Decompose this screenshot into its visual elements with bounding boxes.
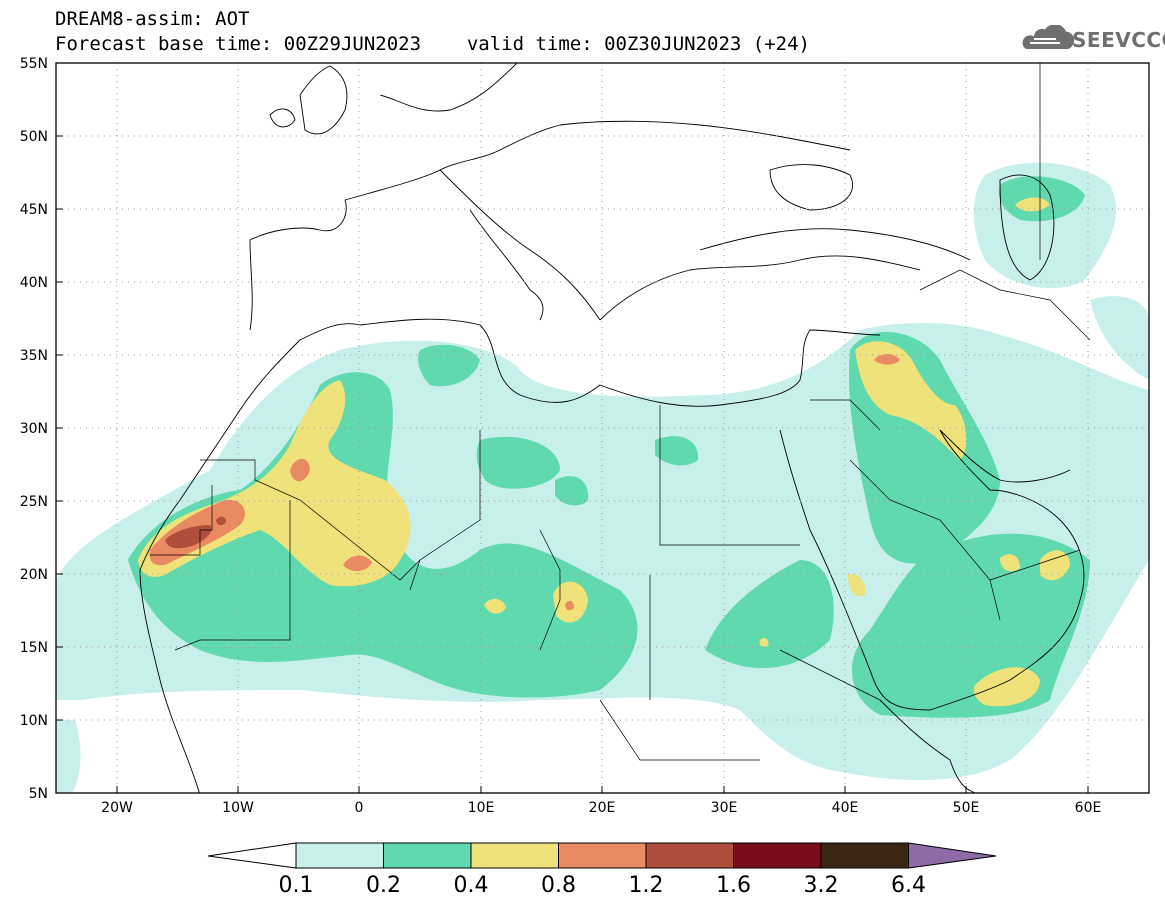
lon-labels: 20W 10W 0 10E 20E 30E 40E 50E 60E: [101, 800, 1101, 816]
colorbar-swatch: [733, 842, 822, 869]
lat-label: 10N: [20, 713, 48, 729]
colorbar-swatch: [295, 842, 384, 869]
lon-label: 60E: [1075, 800, 1102, 816]
colorbar-label: 0.8: [541, 873, 576, 898]
lat-label: 20N: [20, 567, 48, 583]
colorbar-swatch: [383, 842, 472, 869]
lat-label: 25N: [20, 494, 48, 510]
lat-labels: 55N 50N 45N 40N 35N 30N 25N 20N 15N 10N …: [20, 56, 48, 802]
lon-label: 10W: [222, 800, 254, 816]
country-borders: [150, 63, 1091, 761]
colorbar-swatch: [558, 842, 647, 869]
colorbar-label: 1.6: [716, 873, 751, 898]
tick-marks: [56, 135, 1089, 793]
lat-label: 50N: [20, 129, 48, 145]
colorbar-labels: 0.1 0.2 0.4 0.8 1.2 1.6 3.2 6.4: [279, 873, 927, 898]
coastlines: [139, 63, 1085, 793]
colorbar-label: 1.2: [629, 873, 664, 898]
colorbar-low-arrow: [207, 842, 297, 869]
lat-label: 15N: [20, 640, 48, 656]
base-time-label: Forecast base time: 00Z29JUN2023: [55, 33, 422, 55]
lon-label: 0: [355, 800, 364, 816]
colorbar-high-arrow: [908, 842, 997, 869]
aot-field: [56, 162, 1149, 793]
colorbar-label: 0.1: [279, 873, 314, 898]
lon-label: 40E: [832, 800, 859, 816]
colorbar-label: 0.2: [366, 873, 401, 898]
cloud-logo-icon: [1022, 25, 1075, 49]
colorbar-label: 3.2: [804, 873, 839, 898]
colorbar: [207, 842, 997, 869]
lon-label: 50E: [953, 800, 980, 816]
valid-time-label: valid time: 00Z30JUN2023 (+24): [466, 33, 810, 55]
lat-label: 45N: [20, 202, 48, 218]
colorbar-label: 6.4: [891, 873, 926, 898]
colorbar-swatch: [820, 842, 909, 869]
time-info: Forecast base time: 00Z29JUN2023 valid t…: [55, 33, 810, 55]
colorbar-swatch: [645, 842, 734, 869]
grid-lines: [56, 63, 1149, 793]
colorbar-swatch: [470, 842, 559, 869]
lon-label: 20E: [589, 800, 616, 816]
lon-label: 10E: [468, 800, 495, 816]
lat-label: 5N: [29, 786, 48, 802]
lat-label: 55N: [20, 56, 48, 72]
lat-label: 35N: [20, 348, 48, 364]
lat-label: 30N: [20, 421, 48, 437]
lon-label: 30E: [711, 800, 738, 816]
colorbar-label: 0.4: [454, 873, 489, 898]
lon-label: 20W: [101, 800, 133, 816]
lat-label: 40N: [20, 275, 48, 291]
map-title: DREAM8-assim: AOT: [55, 8, 250, 30]
logo-text: SEEVCCC: [1072, 28, 1165, 52]
